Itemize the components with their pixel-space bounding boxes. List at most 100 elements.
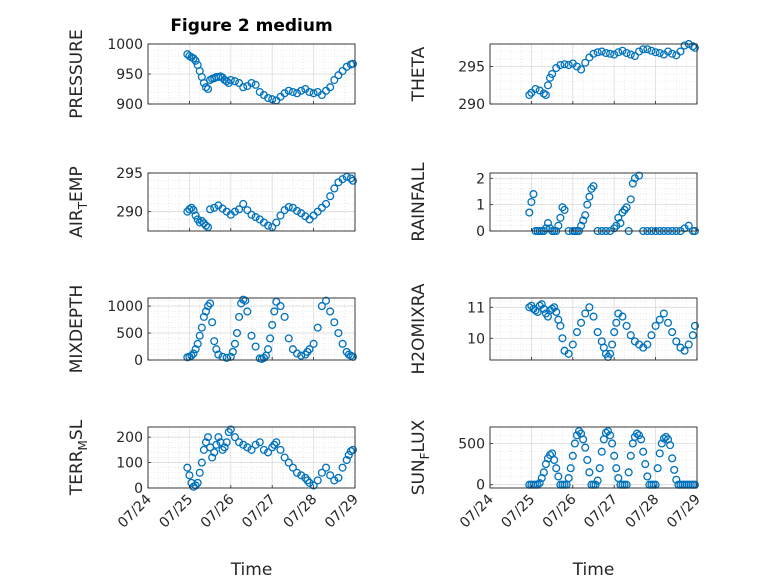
axes-box — [147, 172, 356, 232]
data-point — [305, 478, 314, 487]
data-point — [672, 337, 681, 346]
data-point — [247, 78, 256, 88]
data-point — [597, 47, 606, 56]
y-tick-label: 0 — [476, 224, 485, 240]
data-point — [212, 345, 221, 354]
data-point — [647, 46, 656, 55]
data-points — [525, 300, 699, 361]
data-point — [334, 328, 343, 338]
x-tick-label: 07/26 — [540, 491, 580, 531]
data-point — [210, 448, 219, 457]
data-point — [550, 303, 559, 312]
data-point — [554, 472, 563, 481]
data-point — [297, 471, 306, 480]
data-point — [189, 349, 198, 358]
data-point — [668, 454, 677, 463]
data-point — [272, 218, 281, 227]
data-point — [247, 445, 256, 454]
data-point — [651, 321, 660, 330]
y-axis-label: THETA — [409, 46, 429, 102]
data-point — [531, 84, 540, 94]
data-point — [284, 334, 293, 343]
data-point — [668, 328, 677, 337]
data-point — [630, 174, 639, 183]
data-point — [676, 47, 685, 56]
data-point — [230, 339, 239, 348]
data-point — [284, 86, 293, 95]
data-point — [585, 192, 594, 201]
data-point — [317, 302, 326, 311]
data-point — [616, 219, 625, 228]
data-point — [579, 216, 588, 225]
data-point — [195, 218, 204, 227]
data-point — [672, 475, 681, 484]
data-point — [622, 48, 631, 58]
data-point — [189, 54, 198, 63]
x-tick-label: 07/28 — [623, 492, 663, 532]
data-point — [276, 445, 285, 454]
data-point — [657, 439, 666, 448]
data-point — [593, 48, 602, 57]
data-point — [259, 445, 268, 454]
subplot-3: 290 295 AIRTEMP — [67, 166, 357, 238]
data-point — [342, 455, 351, 465]
data-point — [610, 451, 619, 460]
data-point — [659, 434, 668, 443]
data-point — [321, 463, 331, 472]
data-point — [292, 206, 302, 215]
data-point — [531, 306, 540, 315]
data-point — [210, 337, 219, 346]
data-point — [201, 438, 211, 447]
data-point — [585, 303, 594, 312]
axes-box — [147, 426, 356, 489]
data-point — [342, 172, 351, 181]
data-point — [313, 476, 322, 485]
data-point — [239, 440, 248, 449]
data-point — [643, 472, 652, 481]
data-point — [566, 464, 575, 473]
data-point — [548, 69, 557, 79]
data-point — [581, 309, 590, 318]
subplot-4: 0 1 2 RAINFALL — [409, 162, 699, 242]
data-point — [597, 447, 606, 456]
data-point — [284, 202, 293, 212]
data-point — [690, 321, 699, 330]
data-point — [230, 433, 239, 442]
data-point — [626, 195, 635, 204]
data-point — [284, 458, 293, 467]
x-tick-label: 07/29 — [322, 492, 362, 532]
data-point — [297, 351, 306, 360]
y-tick-label: 290 — [458, 97, 485, 113]
y-tick-label: 500 — [116, 326, 143, 342]
data-point — [539, 468, 548, 477]
data-point — [572, 328, 581, 337]
data-point — [305, 87, 314, 97]
data-point — [550, 455, 559, 465]
data-point — [264, 345, 273, 354]
data-point — [568, 340, 577, 349]
y-tick-label: 2 — [476, 171, 485, 187]
data-point — [226, 425, 235, 434]
data-point — [556, 213, 565, 222]
data-point — [663, 318, 673, 327]
data-point — [637, 435, 646, 444]
data-point — [634, 431, 644, 440]
data-point — [647, 331, 656, 340]
data-point — [612, 464, 621, 473]
data-point — [206, 205, 215, 214]
data-point — [232, 328, 242, 338]
data-point — [655, 315, 664, 324]
data-point — [309, 89, 318, 98]
y-axis-label: RAINFALL — [409, 162, 429, 242]
y-tick-label: 11 — [467, 300, 485, 316]
data-point — [197, 216, 206, 225]
subplot-1: 900 950 1000 PRESSURE Figure 2 medium — [67, 16, 357, 119]
data-point — [680, 346, 689, 355]
y-tick-label: 0 — [476, 478, 485, 494]
y-tick-label: 10 — [467, 331, 485, 347]
data-point — [577, 65, 586, 74]
data-point — [655, 449, 664, 458]
data-point — [348, 176, 357, 185]
data-point — [680, 224, 689, 233]
data-point — [614, 48, 623, 57]
